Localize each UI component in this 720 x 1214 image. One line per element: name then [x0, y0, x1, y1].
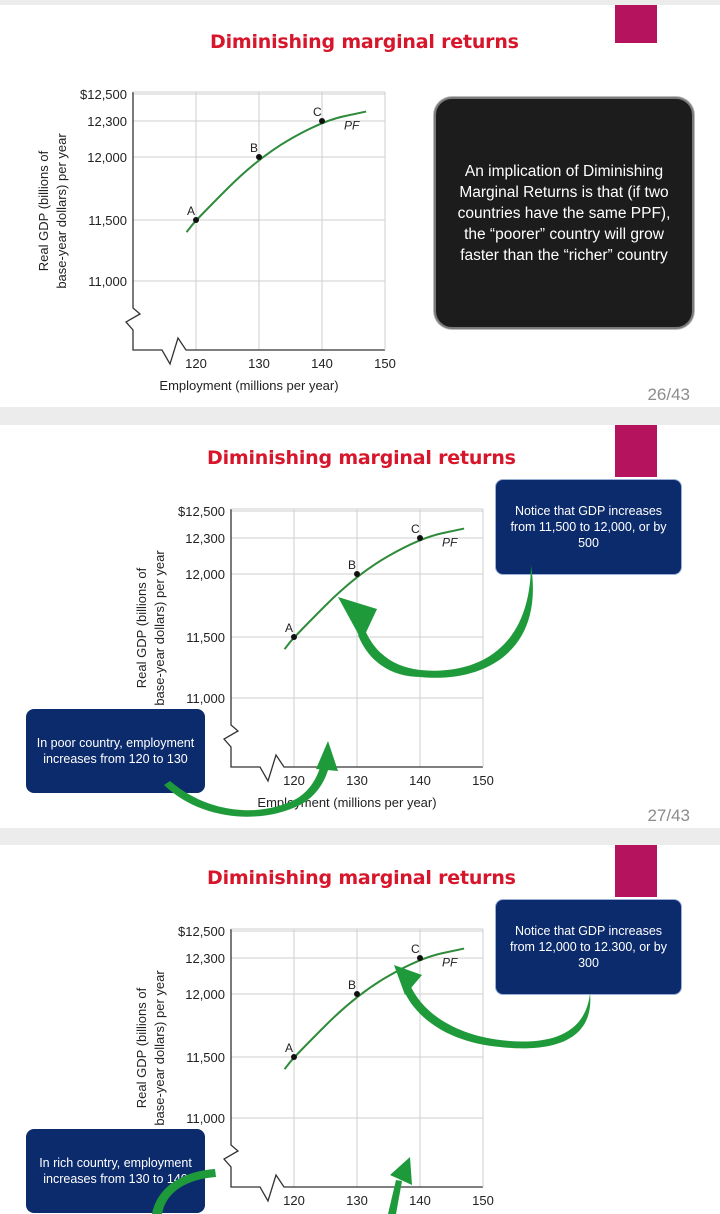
slide-27: Diminishing marginal returns $12,500 12,3… — [0, 425, 720, 828]
x-tick-label: 120 — [185, 356, 207, 371]
accent-bar — [615, 845, 657, 897]
x-axis-label: Employment (millions per year) — [257, 795, 436, 810]
y-axis-label: Real GDP (billions of base-year dollars) … — [36, 133, 69, 289]
data-point — [417, 955, 423, 961]
accent-bar — [615, 5, 657, 43]
point-label: A — [187, 204, 195, 218]
y-axis-label: Real GDP (billions of base-year dollars) … — [134, 970, 167, 1126]
gdp-callout-text: Notice that GDP increases from 12,000 to… — [509, 924, 668, 970]
x-tick-label: 140 — [409, 1193, 431, 1208]
slide-title: Diminishing marginal returns — [207, 867, 516, 889]
slide-28: Diminishing marginal returns $12,500 12,3… — [0, 845, 720, 1214]
y-tick-label: 11,500 — [186, 1050, 225, 1065]
data-point — [291, 1054, 297, 1060]
x-tick-label: 150 — [472, 1193, 494, 1208]
chart-axes — [124, 92, 385, 366]
y-tick-label: $12,500 — [178, 924, 225, 939]
employment-callout-text: In poor country, employment increases fr… — [36, 736, 195, 766]
x-tick-label: 130 — [346, 773, 368, 788]
slide-26: Diminishing marginal returns $12,500 12,3… — [0, 5, 720, 407]
gdp-callout: Notice that GDP increases from 12,000 to… — [495, 899, 682, 995]
y-tick-label: 11,000 — [88, 274, 127, 289]
implication-text: An implication of Diminishing Marginal R… — [457, 162, 671, 264]
y-tick-label: $12,500 — [80, 87, 127, 102]
point-label: C — [411, 522, 420, 536]
data-point — [354, 991, 360, 997]
curve-label: PF — [442, 535, 458, 549]
page-number: 26/43 — [647, 385, 690, 404]
x-tick-label: 130 — [248, 356, 270, 371]
y-tick-label: 12,000 — [185, 987, 225, 1002]
x-tick-label: 130 — [346, 1193, 368, 1208]
y-tick-label: 11,000 — [186, 1111, 225, 1126]
gdp-callout-text: Notice that GDP increases from 11,500 to… — [510, 504, 667, 550]
point-label: B — [250, 141, 258, 155]
data-point — [256, 154, 262, 160]
point-label: C — [411, 942, 420, 956]
slide-title: Diminishing marginal returns — [207, 447, 516, 469]
accent-bar — [615, 425, 657, 477]
point-label: B — [348, 558, 356, 572]
implication-callout: An implication of Diminishing Marginal R… — [434, 97, 694, 329]
point-label: A — [285, 1041, 293, 1055]
curve-label: PF — [344, 118, 360, 132]
y-tick-label: 11,500 — [88, 213, 127, 228]
y-tick-label: 12,000 — [87, 150, 127, 165]
ppf-curve — [185, 110, 367, 233]
x-axis-label: Employment (millions per year) — [159, 378, 338, 393]
ppf-curve — [283, 527, 465, 650]
page-number: 27/43 — [647, 806, 690, 825]
chart-axes — [222, 929, 483, 1203]
x-tick-label: 150 — [374, 356, 396, 371]
point-label: A — [285, 621, 293, 635]
ppf-chart: $12,500 12,300 12,000 11,500 11,000 120 130 140… — [20, 68, 420, 398]
ppf-curve — [283, 947, 465, 1070]
employment-callout-text: In rich country, employment increases fr… — [39, 1156, 192, 1186]
data-point — [291, 634, 297, 640]
point-label: C — [313, 105, 322, 119]
point-label: B — [348, 978, 356, 992]
curve-label: PF — [442, 955, 458, 969]
x-tick-label: 150 — [472, 773, 494, 788]
y-tick-label: 12,000 — [185, 567, 225, 582]
slide-title: Diminishing marginal returns — [210, 31, 519, 53]
x-tick-label: 120 — [283, 773, 305, 788]
employment-callout: In poor country, employment increases fr… — [26, 709, 205, 793]
employment-callout: In rich country, employment increases fr… — [26, 1129, 205, 1213]
y-tick-label: 12,300 — [185, 531, 225, 546]
data-point — [417, 535, 423, 541]
y-tick-label: 12,300 — [87, 114, 127, 129]
y-tick-label: 11,500 — [186, 630, 225, 645]
y-tick-label: 11,000 — [186, 691, 225, 706]
x-tick-label: 140 — [409, 773, 431, 788]
y-tick-label: 12,300 — [185, 951, 225, 966]
data-point — [193, 217, 199, 223]
x-tick-label: 140 — [311, 356, 333, 371]
x-tick-label: 120 — [283, 1193, 305, 1208]
data-point — [319, 118, 325, 124]
y-tick-label: $12,500 — [178, 504, 225, 519]
chart-background — [20, 68, 420, 398]
gdp-callout: Notice that GDP increases from 11,500 to… — [495, 479, 682, 575]
y-axis-label: Real GDP (billions of base-year dollars) … — [134, 550, 167, 706]
ppf-chart-svg: $12,500 12,300 12,000 11,500 11,000 120 130 140… — [20, 68, 420, 398]
